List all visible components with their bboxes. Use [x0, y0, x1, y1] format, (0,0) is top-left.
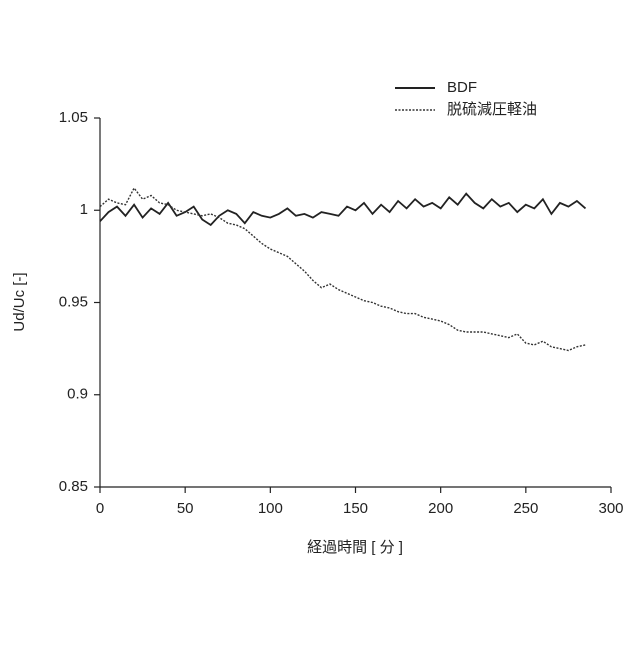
x-tick-label: 100	[258, 500, 283, 517]
x-tick-label: 250	[513, 500, 538, 517]
line-series	[100, 194, 586, 225]
legend-label: BDF	[447, 79, 477, 96]
x-axis-label: 経過時間 [ 分 ]	[307, 539, 403, 556]
chart: Ud/Uc [-] 経過時間 [ 分 ] 0.85 0.9 0.95 1 1.05 0 50…	[0, 0, 640, 640]
y-tick-label: 1.05	[59, 109, 88, 126]
x-tick-label: 200	[428, 500, 453, 517]
x-tick-label: 150	[343, 500, 368, 517]
x-tick-label: 0	[96, 500, 104, 517]
y-axis-label: Ud/Uc [-]	[11, 272, 28, 331]
x-tick-label: 50	[177, 500, 194, 517]
x-tick-label: 300	[598, 500, 623, 517]
legend-label: 脱硫減圧軽油	[447, 101, 537, 118]
y-tick-label: 0.95	[59, 293, 88, 310]
y-tick-label: 1	[80, 201, 88, 218]
y-tick-label: 0.9	[67, 386, 88, 403]
y-tick-label: 0.85	[59, 478, 88, 495]
